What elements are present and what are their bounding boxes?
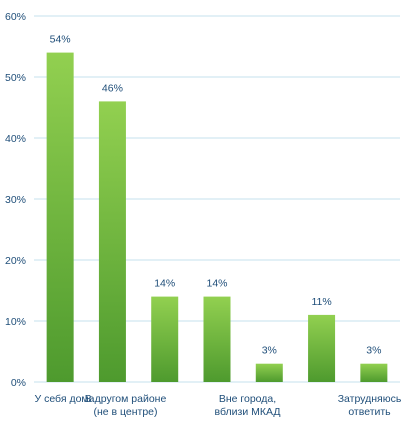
- y-tick-label: 0%: [11, 377, 26, 389]
- bar-value-label: 14%: [206, 278, 227, 290]
- bar-value-label: 46%: [102, 82, 123, 94]
- bar-value-label: 54%: [50, 34, 71, 46]
- gridlines: [34, 15, 400, 383]
- bar: [98, 101, 126, 383]
- x-category-label: Затрудняюсь ответить: [338, 393, 402, 418]
- bars: [46, 52, 388, 383]
- bar-value-label: 11%: [311, 296, 331, 308]
- y-tick-label: 40%: [5, 133, 26, 145]
- x-category-label: Вне города, вблизи МКАД: [215, 393, 281, 418]
- y-tick-label: 50%: [5, 72, 26, 84]
- y-tick-label: 20%: [5, 255, 26, 267]
- y-tick-label: 10%: [5, 316, 26, 328]
- bar-value-label: 14%: [154, 278, 175, 290]
- x-category-label: В другом районе (не в центре): [85, 393, 167, 418]
- bar: [46, 52, 74, 382]
- x-category-label: У себя дома: [35, 393, 95, 405]
- data-labels: 54% 46% 14% 14% 3% 11% 3%: [50, 34, 382, 357]
- bar-value-label: 3%: [366, 345, 381, 357]
- bar-value-label: 3%: [262, 345, 277, 357]
- bar: [308, 314, 336, 382]
- bar: [255, 363, 283, 382]
- y-axis: 0% 10% 20% 30% 40% 50% 60%: [5, 11, 26, 389]
- bar: [203, 296, 231, 382]
- y-tick-label: 60%: [5, 11, 26, 23]
- bar: [360, 363, 388, 382]
- bar: [151, 296, 179, 382]
- y-tick-label: 30%: [5, 194, 26, 206]
